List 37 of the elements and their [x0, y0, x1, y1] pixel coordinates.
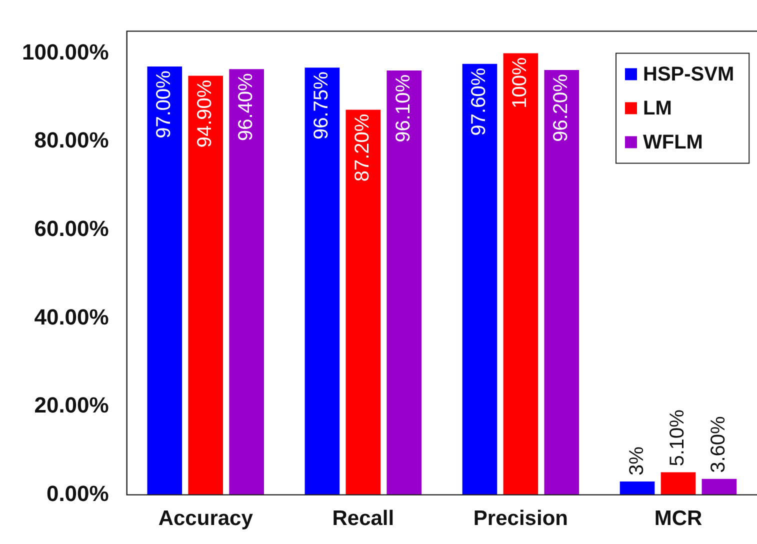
- bar: [660, 472, 696, 495]
- bar: [386, 70, 422, 495]
- data-label: 100%: [509, 57, 532, 108]
- data-label: 5.10%: [666, 409, 689, 466]
- data-label: 3%: [626, 446, 648, 476]
- legend-label: WFLM: [643, 132, 703, 154]
- bar: [346, 110, 381, 495]
- y-tick-label: 80.00%: [34, 128, 109, 153]
- legend-label: LM: [643, 98, 672, 120]
- y-tick-label: 60.00%: [34, 216, 109, 241]
- data-label: 96.10%: [392, 74, 415, 142]
- data-label: 96.20%: [550, 74, 572, 142]
- data-label: 96.75%: [310, 71, 333, 140]
- x-tick-label: Precision: [473, 507, 568, 530]
- y-tick-label: 0.00%: [46, 480, 109, 506]
- data-label: 96.40%: [235, 72, 258, 142]
- bar: [304, 68, 340, 495]
- bar: [462, 64, 498, 495]
- bar: [503, 53, 538, 495]
- bar: [620, 482, 655, 495]
- x-tick-label: MCR: [654, 507, 702, 530]
- bar: [188, 76, 224, 495]
- data-label: 94.90%: [194, 80, 216, 148]
- y-tick-label: 40.00%: [34, 304, 109, 330]
- x-tick-label: Recall: [332, 507, 394, 530]
- x-tick-label: Accuracy: [158, 507, 254, 530]
- bar: [544, 70, 580, 495]
- bar: [229, 69, 264, 495]
- data-label: 87.20%: [352, 114, 374, 182]
- bar: [147, 66, 182, 495]
- y-tick-label: 100.00%: [22, 39, 109, 64]
- data-label: 3.60%: [708, 416, 730, 473]
- data-label: 97.60%: [468, 68, 490, 136]
- bar: [702, 478, 737, 495]
- legend-label: HSP-SVM: [643, 64, 734, 86]
- data-label: 97.00%: [153, 70, 176, 138]
- y-tick-label: 20.00%: [34, 392, 109, 418]
